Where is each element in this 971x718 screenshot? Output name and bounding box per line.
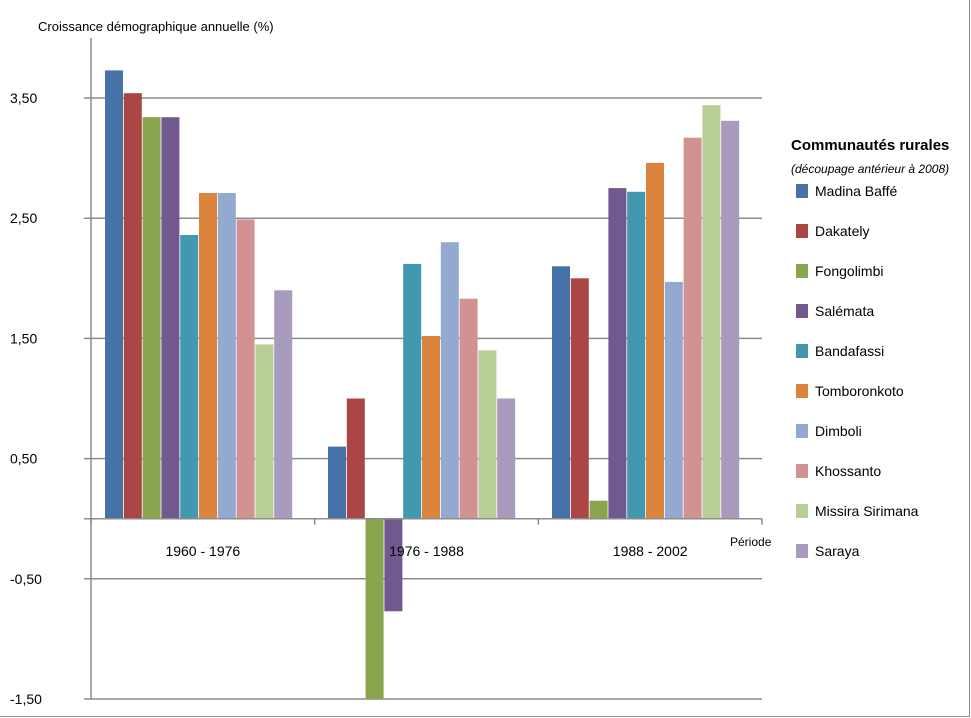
legend-label: Bandafassi [815, 343, 884, 359]
legend-label: Dakately [815, 223, 869, 239]
bar-dimboli-2 [664, 281, 683, 519]
legend-swatch [796, 424, 808, 438]
legend-swatch [796, 224, 808, 238]
bar-fongolimbi-0 [142, 117, 161, 519]
bar-khossanto-1 [459, 298, 478, 519]
legend-items: Madina Baffé Dakately Fongolimbi Salémata Ba… [796, 183, 919, 559]
legend-swatch [796, 344, 808, 358]
y-tick-label: 3,50 [10, 90, 37, 106]
legend-label: Salémata [815, 303, 874, 319]
legend-label: Tomboronkoto [815, 383, 904, 399]
bar-sal-mata-2 [608, 188, 627, 519]
legend: Communautés rurales (découpage antérieur… [791, 137, 949, 559]
bar-dakately-1 [346, 398, 365, 519]
bar-tomboronkoto-2 [646, 162, 664, 519]
bar-missira-sirimana-2 [702, 105, 721, 519]
legend-label: Saraya [815, 543, 860, 559]
x-category-labels: 1960 - 1976 1976 - 1988 1988 - 2002 [165, 543, 687, 559]
legend-label: Khossanto [815, 463, 881, 479]
bar-madina-baff--0 [105, 70, 123, 519]
bars [105, 70, 740, 699]
legend-subtitle: (découpage antérieur à 2008) [791, 162, 949, 176]
bar-fongolimbi-1 [365, 518, 384, 699]
bar-bandafassi-2 [627, 191, 646, 519]
y-axis-title: Croissance démographique annuelle (%) [38, 19, 274, 34]
legend-swatch [796, 184, 808, 198]
x-category-label: 1960 - 1976 [165, 543, 240, 559]
y-tick-label: 0,50 [10, 451, 37, 467]
bar-fongolimbi-2 [589, 500, 608, 519]
bar-missira-sirimana-0 [255, 344, 274, 519]
legend-swatch [796, 304, 808, 318]
legend-swatch [796, 384, 808, 398]
bar-khossanto-2 [683, 137, 702, 519]
bar-bandafassi-1 [403, 263, 422, 519]
bar-dimboli-0 [217, 193, 236, 519]
bar-tomboronkoto-0 [199, 193, 217, 519]
x-category-label: 1976 - 1988 [389, 543, 464, 559]
bar-khossanto-0 [236, 219, 255, 519]
y-tick-label: -1,50 [10, 691, 42, 707]
y-tick-label: 1,50 [10, 330, 37, 346]
legend-label: Madina Baffé [815, 183, 897, 199]
legend-swatch [796, 544, 808, 558]
legend-title: Communautés rurales [791, 137, 949, 154]
bar-dakately-0 [123, 93, 142, 519]
legend-swatch [796, 264, 808, 278]
bar-saraya-0 [274, 290, 293, 519]
legend-label: Fongolimbi [815, 263, 883, 279]
bar-dakately-2 [570, 278, 589, 519]
legend-label: Missira Sirimana [815, 503, 919, 519]
bar-saraya-2 [721, 120, 740, 519]
bar-saraya-1 [497, 398, 516, 519]
legend-swatch [796, 504, 808, 518]
bar-missira-sirimana-1 [478, 350, 497, 519]
bar-tomboronkoto-1 [422, 336, 440, 519]
bar-sal-mata-1 [384, 518, 403, 612]
bar-dimboli-1 [440, 242, 459, 519]
bar-madina-baff--2 [552, 266, 570, 519]
bar-bandafassi-0 [180, 235, 199, 519]
axes [84, 38, 763, 699]
x-category-label: 1988 - 2002 [613, 543, 688, 559]
y-tick-labels: -1,50 -0,50 0,50 1,50 2,50 3,50 [10, 90, 42, 707]
y-tick-label: 2,50 [10, 210, 37, 226]
bar-sal-mata-0 [161, 117, 180, 519]
x-axis-title: Période [730, 535, 772, 549]
legend-label: Dimboli [815, 423, 862, 439]
y-tick-label: -0,50 [10, 571, 42, 587]
bar-madina-baff--1 [328, 446, 346, 519]
legend-swatch [796, 464, 808, 478]
